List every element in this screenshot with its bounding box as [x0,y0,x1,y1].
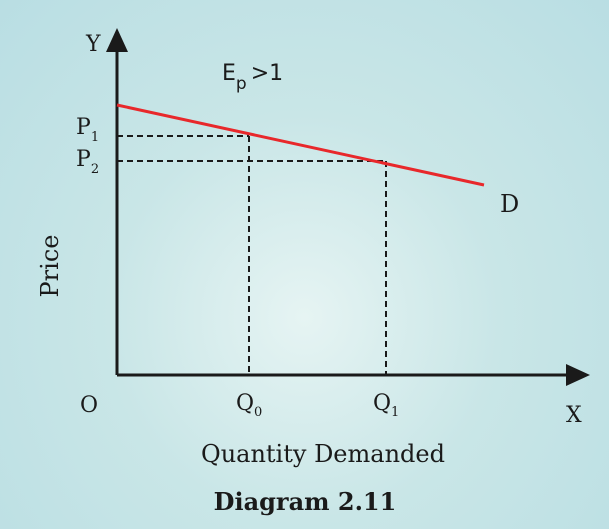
elasticity-relation: >1 [251,61,283,86]
price-label-p2: P2 [76,147,99,177]
demand-curve [116,103,485,187]
p1-subscript: 1 [91,130,99,145]
elasticity-subscript: p [236,74,247,94]
origin-label: O [80,393,98,418]
q1-subscript: 1 [391,405,399,420]
q0-subscript: 0 [254,405,262,420]
p2-subscript: 2 [91,162,99,177]
price-label-p1: P1 [76,115,99,145]
x-axis-arrow [566,364,590,386]
elasticity-label: Ep >1 [222,61,283,94]
p2-letter: P [76,147,91,172]
demand-curve-label: D [500,190,519,218]
p1-letter: P [76,115,91,140]
quantity-label-q1: Q1 [373,391,399,420]
y-axis-title: Price [36,235,64,298]
y-axis-arrow [106,28,128,52]
guide-lines [117,135,387,375]
x-axis-title: Quantity Demanded [201,440,445,468]
q0-letter: Q [236,391,254,416]
y-axis-label: Y [85,32,101,57]
x-axis-label: X [566,403,582,428]
q1-letter: Q [373,391,391,416]
elasticity-symbol: E [222,61,236,86]
quantity-label-q0: Q0 [236,391,262,420]
diagram-caption: Diagram 2.11 [214,487,397,516]
